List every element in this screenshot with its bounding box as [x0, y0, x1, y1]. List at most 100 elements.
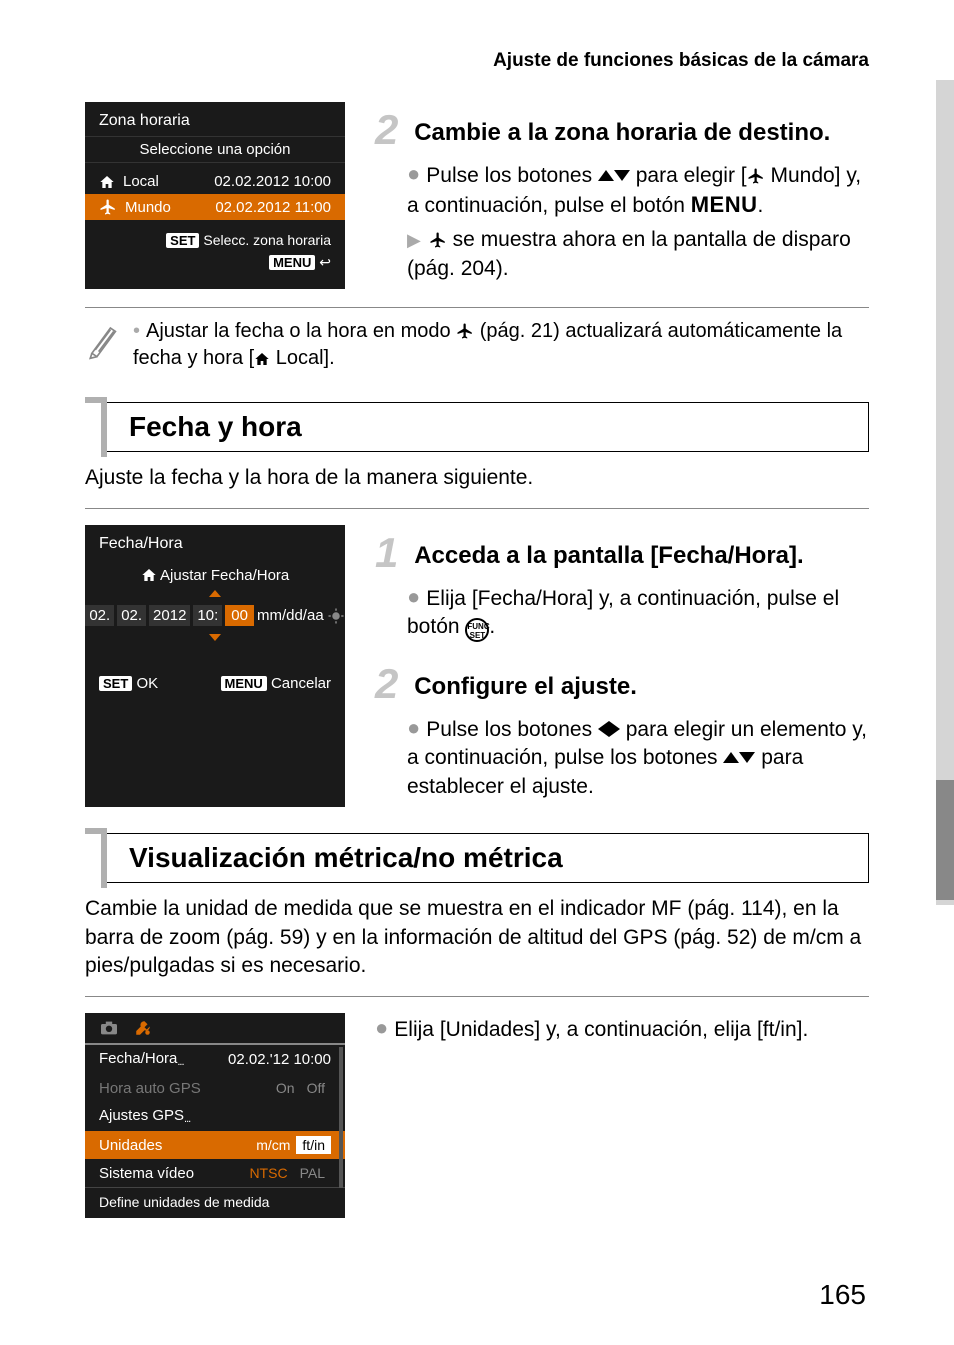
bullet-icon: ●: [375, 1015, 388, 1040]
menu-row-gps-time: Hora auto GPS On Off: [85, 1074, 345, 1102]
divider: [85, 508, 869, 509]
row-metric: Fecha/Hora 02.02.'12 10:00 Hora auto GPS…: [85, 1013, 869, 1218]
lcd1-row1-value: 02.02.2012 11:00: [215, 199, 331, 216]
up-icon: [598, 170, 614, 181]
date-fmt: mm/dd/aa: [257, 607, 324, 624]
heading-fecha: Fecha y hora: [129, 411, 854, 443]
note-block: •Ajustar la fecha o la hora en modo (pág…: [85, 307, 869, 372]
date-year: 2012: [149, 605, 190, 626]
lcd1-title: Zona horaria: [85, 112, 345, 136]
camera-tab-icon: [99, 1020, 119, 1036]
set-badge: SET: [99, 676, 132, 691]
plane-icon: [99, 198, 117, 216]
lcd1-row-mundo: Mundo 02.02.2012 11:00: [85, 194, 345, 220]
step-number-1: 1: [375, 529, 398, 576]
tools-tab-icon: [133, 1019, 153, 1037]
date-hour: 10:: [193, 605, 222, 626]
lcd-fecha-hora: Fecha/Hora Ajustar Fecha/Hora 02. 02. 20…: [85, 525, 345, 807]
date-min-selected: 00: [225, 605, 254, 626]
scrollbar: [339, 1047, 343, 1188]
home-icon: [254, 351, 270, 367]
plane-icon: [456, 322, 474, 340]
note-text: •Ajustar la fecha o la hora en modo (pág…: [133, 318, 869, 372]
page-header: Ajuste de funciones básicas de la cámara: [85, 50, 869, 72]
step2b-title: Configure el ajuste.: [414, 673, 637, 700]
section-heading-fecha: Fecha y hora: [85, 402, 869, 452]
step-units: ●Elija [Unidades] y, a continuación, eli…: [375, 1013, 869, 1218]
date-day: 02.: [85, 605, 114, 626]
pencil-icon: [85, 318, 119, 360]
section-tab: [85, 828, 107, 888]
bullet-icon: ●: [407, 715, 420, 740]
up-icon: [723, 752, 739, 763]
home-icon: [141, 567, 157, 583]
side-tab-active: [936, 780, 954, 900]
units-bullet: ●Elija [Unidades] y, a continuación, eli…: [375, 1013, 869, 1044]
lcd1-row0-label: Local: [123, 173, 159, 190]
down-arrow-icon: [209, 634, 221, 641]
bullet-icon: ●: [407, 584, 420, 609]
plane-icon: [429, 231, 447, 249]
lcd1-subtitle: Seleccione una opción: [85, 136, 345, 162]
menu-badge: MENU: [269, 255, 315, 270]
page: Ajuste de funciones básicas de la cámara…: [0, 0, 954, 1276]
lcd1-foot-label: Selecc. zona horaria: [203, 232, 331, 248]
dst-off-icon: [327, 607, 345, 625]
row-zona: Zona horaria Seleccione una opción Local…: [85, 102, 869, 289]
lcd2-sub: Ajustar Fecha/Hora: [85, 561, 345, 590]
step-2a: 2 Cambie a la zona horaria de destino. ●…: [375, 102, 869, 289]
page-number: 165: [819, 1279, 866, 1311]
divider: [85, 996, 869, 997]
lcd-settings-menu: Fecha/Hora 02.02.'12 10:00 Hora auto GPS…: [85, 1013, 345, 1218]
lcd3-tabs: [85, 1013, 345, 1045]
lcd-zona-horaria: Zona horaria Seleccione una opción Local…: [85, 102, 345, 289]
section-tab: [85, 397, 107, 457]
down-icon: [739, 752, 755, 763]
step2b-bullet: ●Pulse los botones para elegir un elemen…: [407, 713, 869, 801]
set-badge: SET: [166, 233, 199, 248]
step-number-2: 2: [375, 660, 398, 707]
menu-row-fecha: Fecha/Hora 02.02.'12 10:00: [85, 1045, 345, 1074]
menu-row-gps-settings: Ajustes GPS: [85, 1102, 345, 1131]
lcd1-row0-value: 02.02.2012 10:00: [214, 173, 331, 190]
date-month: 02.: [117, 605, 146, 626]
heading-metric: Visualización métrica/no métrica: [129, 842, 854, 874]
down-icon: [614, 170, 630, 181]
row-fecha: Fecha/Hora Ajustar Fecha/Hora 02. 02. 20…: [85, 525, 869, 807]
lcd2-title: Fecha/Hora: [85, 535, 345, 561]
menu-badge: MENU: [221, 676, 267, 691]
plane-icon: [747, 167, 765, 185]
step2a-bullet1: ●Pulse los botones para elegir [ Mundo] …: [407, 159, 869, 221]
bullet-icon: •: [133, 320, 140, 342]
right-icon: [609, 721, 620, 737]
lcd1-row1-label: Mundo: [125, 199, 171, 216]
lcd2-date: 02. 02. 2012 10: 00 mm/dd/aa: [85, 597, 345, 634]
lcd1-row-local: Local 02.02.2012 10:00: [85, 169, 345, 194]
step1b-title: Acceda a la pantalla [Fecha/Hora].: [414, 542, 803, 569]
func-set-icon: FUNCSET: [465, 618, 489, 642]
lcd1-foot: SET Selecc. zona horaria MENU ↩: [85, 226, 345, 271]
triangle-icon: ▶: [407, 230, 421, 250]
lcd3-rows: Fecha/Hora 02.02.'12 10:00 Hora auto GPS…: [85, 1045, 345, 1187]
section-heading-metric: Visualización métrica/no métrica: [85, 833, 869, 883]
menu-row-video: Sistema vídeo NTSC PAL: [85, 1159, 345, 1187]
metric-intro: Cambie la unidad de medida que se muestr…: [85, 895, 869, 980]
steps-fecha: 1 Acceda a la pantalla [Fecha/Hora]. ●El…: [375, 525, 869, 807]
step2b-head: 2 Configure el ajuste.: [375, 656, 869, 713]
step1b-head: 1 Acceda a la pantalla [Fecha/Hora].: [375, 525, 869, 582]
lcd2-foot: SET OK MENU Cancelar: [85, 641, 345, 692]
step1b-bullet: ●Elija [Fecha/Hora] y, a continuación, p…: [407, 582, 869, 642]
up-arrow-icon: [209, 590, 221, 597]
ellipsis-icon: [177, 1052, 183, 1069]
return-icon: ↩: [319, 254, 331, 270]
ellipsis-icon: [184, 1109, 190, 1126]
left-icon: [598, 721, 609, 737]
lcd3-footer: Define unidades de medida: [85, 1187, 345, 1218]
step2a-title: Cambie a la zona horaria de destino.: [414, 119, 830, 146]
step2a-bullet2: ▶ se muestra ahora en la pantalla de dis…: [407, 226, 869, 283]
fecha-intro: Ajuste la fecha y la hora de la manera s…: [85, 464, 869, 492]
menu-row-unidades: Unidades m/cm ft/in: [85, 1131, 345, 1159]
bullet-icon: ●: [407, 161, 420, 186]
step2a-head: 2 Cambie a la zona horaria de destino.: [375, 102, 869, 159]
lcd1-list: Local 02.02.2012 10:00 Mundo 02.02.2012 …: [85, 162, 345, 226]
